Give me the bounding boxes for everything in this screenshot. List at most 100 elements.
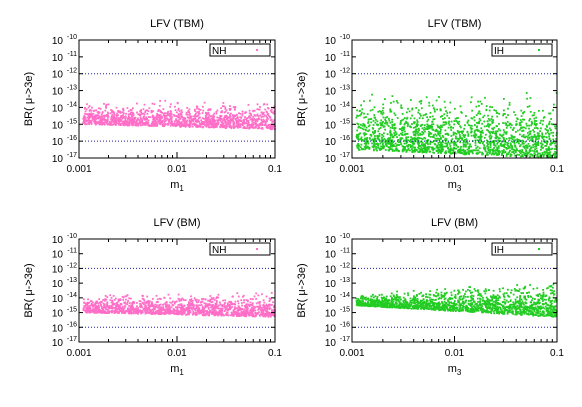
data-point <box>99 119 102 122</box>
data-point <box>97 306 100 308</box>
data-point <box>231 118 234 121</box>
data-point <box>103 123 106 126</box>
data-point <box>550 129 552 132</box>
panel-1-ytick-exp-5: -15 <box>67 118 77 125</box>
data-point <box>424 147 427 150</box>
data-point <box>489 134 492 137</box>
data-point <box>400 138 402 141</box>
data-point <box>159 313 161 315</box>
data-point <box>372 148 375 151</box>
data-point <box>144 118 147 121</box>
data-point <box>388 146 391 148</box>
data-point <box>509 126 512 129</box>
data-point <box>247 103 250 106</box>
data-point <box>386 142 388 145</box>
data-point <box>158 114 160 117</box>
data-point <box>506 124 509 127</box>
data-point <box>360 111 363 114</box>
data-point <box>273 305 276 307</box>
data-point <box>255 119 257 121</box>
data-point <box>94 121 97 124</box>
data-point <box>88 114 91 117</box>
data-point <box>152 309 155 312</box>
data-point <box>490 118 493 120</box>
data-point <box>391 118 394 121</box>
data-point <box>508 308 511 311</box>
data-point <box>212 117 215 120</box>
data-point <box>540 153 542 156</box>
data-point <box>502 114 504 117</box>
data-point <box>91 310 94 313</box>
data-point <box>398 139 400 142</box>
data-point <box>83 119 86 122</box>
data-point <box>82 307 85 310</box>
data-point <box>531 122 533 124</box>
data-point <box>404 148 406 151</box>
data-point <box>256 108 259 111</box>
data-point <box>260 119 263 122</box>
data-point <box>365 142 368 145</box>
data-point <box>470 131 472 134</box>
data-point <box>484 150 487 153</box>
data-point <box>111 307 113 310</box>
data-point <box>440 151 442 154</box>
data-point <box>224 309 227 311</box>
data-point <box>148 308 151 311</box>
data-point <box>477 309 480 312</box>
data-point <box>407 123 409 126</box>
data-point <box>443 100 446 103</box>
data-point <box>454 117 457 120</box>
data-point <box>419 144 422 147</box>
data-point <box>471 152 474 155</box>
data-point <box>239 116 242 119</box>
data-point <box>265 314 267 317</box>
data-point <box>389 109 392 112</box>
data-point <box>384 139 387 142</box>
data-point <box>216 120 219 123</box>
data-point <box>402 147 405 150</box>
data-point <box>381 109 384 112</box>
data-point <box>240 311 243 314</box>
data-point <box>155 114 158 117</box>
data-point <box>454 137 457 140</box>
data-point <box>196 121 199 123</box>
data-point <box>458 132 460 134</box>
data-point <box>169 113 172 115</box>
data-point <box>438 134 441 137</box>
panel-3-xtick-label-2: 0.1 <box>268 348 282 359</box>
data-point <box>492 130 495 133</box>
data-point <box>442 148 445 151</box>
data-point <box>266 310 268 312</box>
data-point <box>90 302 93 305</box>
data-point <box>95 109 98 112</box>
data-point <box>485 108 488 111</box>
data-point <box>266 120 269 123</box>
data-point <box>544 145 547 147</box>
data-point <box>255 298 258 300</box>
data-point <box>220 308 223 311</box>
data-point <box>386 123 389 126</box>
data-point <box>238 312 241 315</box>
data-point <box>152 118 155 121</box>
data-point <box>391 125 394 128</box>
data-point <box>441 115 444 117</box>
data-point <box>373 116 376 119</box>
data-point <box>119 124 122 127</box>
data-point <box>94 114 97 117</box>
data-point <box>229 300 232 303</box>
data-point <box>530 135 533 138</box>
data-point <box>526 124 528 127</box>
data-point <box>191 123 194 126</box>
data-point <box>97 122 99 124</box>
data-point <box>382 103 385 106</box>
data-point <box>447 146 449 149</box>
panel-3-points <box>82 292 276 318</box>
data-point <box>104 121 107 124</box>
data-point <box>211 122 214 125</box>
data-point <box>194 124 197 127</box>
data-point <box>478 110 481 113</box>
data-point <box>126 294 129 296</box>
panel-4-title: LFV (BM) <box>431 217 478 229</box>
data-point <box>536 132 539 135</box>
data-point <box>463 150 465 153</box>
